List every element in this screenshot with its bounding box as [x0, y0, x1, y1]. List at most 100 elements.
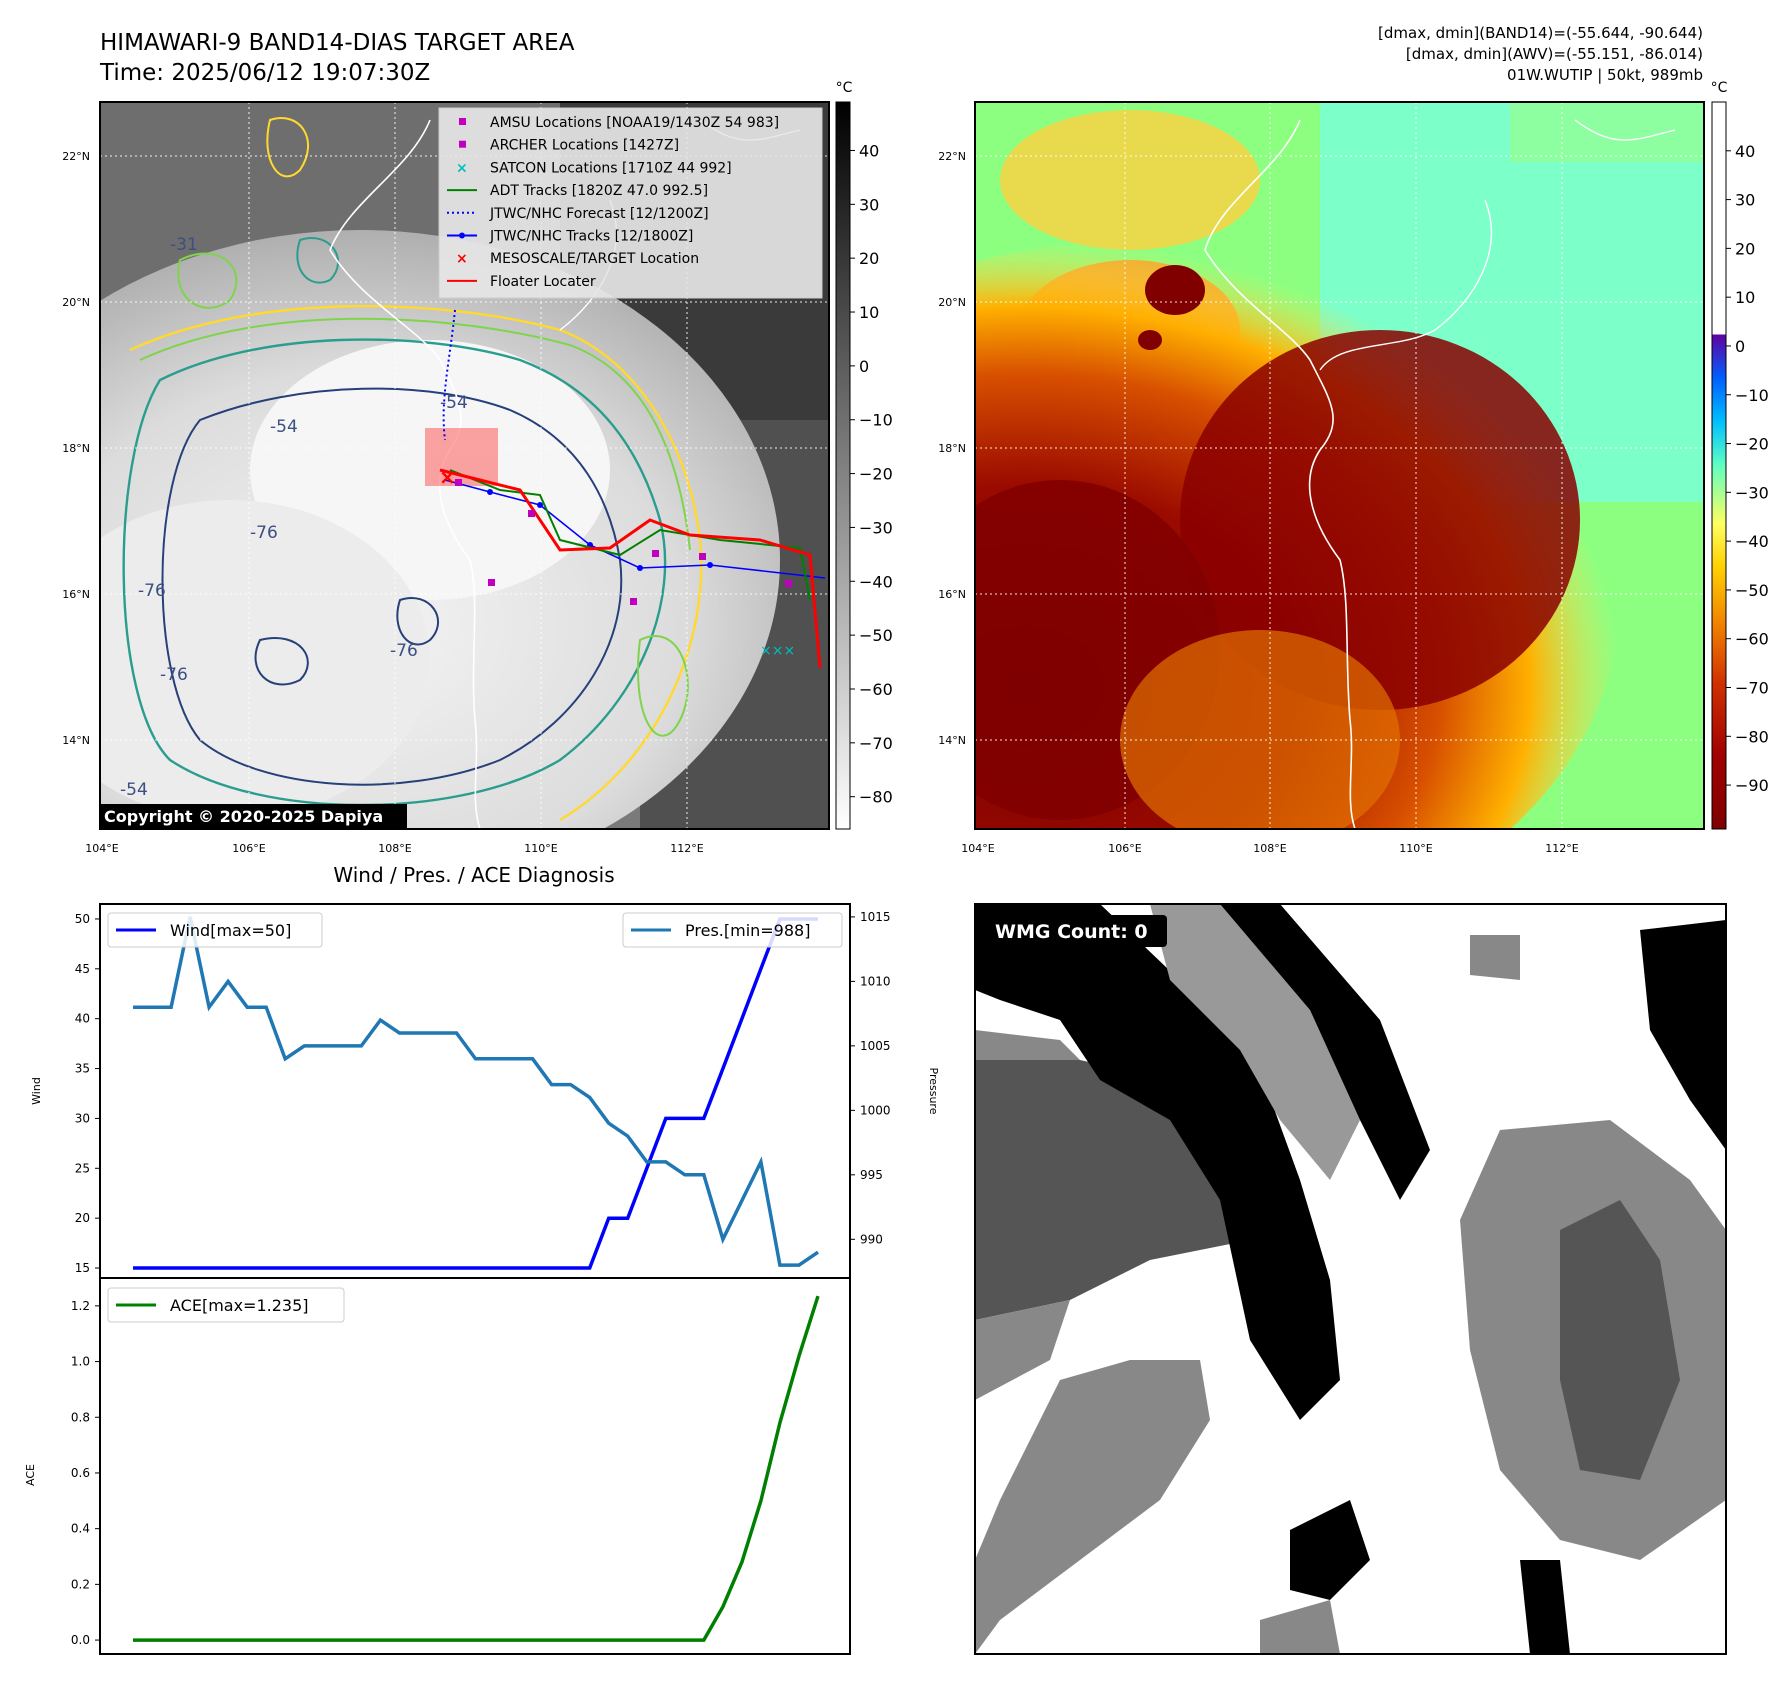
ytick-label: 40	[75, 1012, 90, 1026]
right-map-lon-label: 104°E	[961, 842, 994, 855]
ytick-label: 0.6	[71, 1466, 90, 1480]
colorbar-tick-label: 20	[859, 249, 879, 268]
right-colorbar-ticks: 40 30 20 10 0 −10 −20 −30 −40 −50 −60 −70 −80 −90	[1726, 142, 1769, 795]
ytick-label: 25	[75, 1161, 90, 1175]
colorbar-tick-label: −70	[1735, 679, 1769, 698]
diagnosis-title: Wind / Pres. / ACE Diagnosis	[333, 863, 614, 887]
left-map-lon-label: 112°E	[670, 842, 703, 855]
legend-entry: JTWC/NHC Forecast [12/1200Z]	[447, 206, 709, 222]
figure-time: Time: 2025/06/12 19:07:30Z	[99, 60, 430, 86]
ytick-label: 45	[75, 962, 90, 976]
colorbar-tick-label: −80	[859, 788, 893, 807]
left-map-lon-label: 110°E	[524, 842, 557, 855]
ytick-label: 1000	[860, 1103, 891, 1117]
ytick-label: 1.2	[71, 1299, 90, 1313]
right-map-frame	[974, 101, 1705, 830]
right-map-lat-label: 20°N	[938, 296, 966, 309]
colorbar-tick-label: 40	[1735, 142, 1755, 161]
colorbar-tick-label: −20	[859, 465, 893, 484]
ytick-label: 1010	[860, 974, 891, 988]
svg-text:×: ×	[456, 160, 468, 176]
series-line	[133, 917, 818, 1270]
right-map-lat-label: 16°N	[938, 588, 966, 601]
colorbar-tick-label: 10	[1735, 288, 1755, 307]
figure-title: HIMAWARI-9 BAND14-DIAS TARGET AREA	[100, 30, 575, 56]
ytick-label: 1015	[860, 910, 891, 924]
legend-entry: ARCHER Locations [1427Z]	[459, 138, 679, 154]
left-map-lat-label: 16°N	[62, 588, 90, 601]
contour-label: -76	[138, 581, 166, 601]
info-storm: 01W.WUTIP | 50kt, 989mb	[1507, 66, 1703, 84]
left-colorbar-ticks: 40 30 20 10 0 −10 −20 −30 −40 −50 −60 −70 −80	[850, 141, 893, 807]
svg-text:×: ×	[439, 465, 456, 489]
left-map-lat-label: 18°N	[62, 442, 90, 455]
right-map-lat-label: 18°N	[938, 442, 966, 455]
colorbar-tick-label: −50	[859, 626, 893, 645]
right-colorbar	[1711, 101, 1727, 830]
left-colorbar	[835, 101, 851, 830]
svg-text:×: ×	[456, 251, 468, 267]
info-band14: [dmax, dmin](BAND14)=(-55.644, -90.644)	[1378, 24, 1703, 42]
left-map-lat-label: 20°N	[62, 296, 90, 309]
legend-entry-label: JTWC/NHC Forecast [12/1200Z]	[489, 206, 709, 222]
ytick-label: 35	[75, 1062, 90, 1076]
pressure-series	[133, 916, 819, 1267]
contour-label: -76	[250, 523, 278, 543]
info-awv: [dmax, dmin](AWV)=(-55.151, -86.014)	[1406, 45, 1703, 63]
contour-labels: -54 -76 -76 -76 -76 -54 -54 -31	[120, 235, 468, 800]
colorbar-tick-label: −60	[859, 680, 893, 699]
colorbar-tick-label: 30	[859, 195, 879, 214]
colorbar-tick-label: 20	[1735, 239, 1755, 258]
wmg-count-label: WMG Count: 0	[995, 921, 1148, 943]
right-map-lon-label: 110°E	[1399, 842, 1432, 855]
colorbar-tick-label: 30	[1735, 191, 1755, 210]
ytick-label: 0.0	[71, 1633, 90, 1647]
legend-entry: × MESOSCALE/TARGET Location	[456, 251, 699, 267]
series-line	[133, 916, 819, 1267]
ytick-label: 1005	[860, 1039, 891, 1053]
legend-entry: JTWC/NHC Tracks [12/1800Z]	[447, 229, 693, 245]
legend-entry: Floater Locater	[447, 274, 596, 290]
left-colorbar-unit: °C	[836, 80, 853, 96]
ace-series	[133, 1295, 820, 1642]
map-axis-labels: 22°N 22°N 20°N 20°N 18°N 18°N 16°N 16°N 14°N 14°N…	[62, 150, 1579, 855]
colorbar-tick-label: −10	[859, 411, 893, 430]
colorbar-tick-label: −60	[1735, 630, 1769, 649]
legend-entry-label: ADT Tracks [1820Z 47.0 992.5]	[490, 183, 708, 199]
ace-legend: ACE[max=1.235]	[107, 1287, 345, 1323]
ytick-label: 50	[75, 912, 90, 926]
contour-label: -76	[390, 641, 418, 661]
right-map-lon-label: 106°E	[1108, 842, 1141, 855]
left-map-lat-label: 22°N	[62, 150, 90, 163]
colorbar-tick-label: −90	[1735, 776, 1769, 795]
copyright-text: Copyright © 2020-2025 Dapiya	[104, 807, 383, 826]
legend-entry-label: Floater Locater	[490, 274, 596, 290]
ace-legend-label: ACE[max=1.235]	[170, 1296, 309, 1315]
wind-yticks: 50 45 40 35 30 25 20 15	[75, 912, 100, 1275]
ytick-label: 0.2	[71, 1577, 90, 1591]
wind-ylabel: Wind	[30, 1077, 43, 1105]
wind-pres-axes	[99, 903, 851, 1279]
ytick-label: 0.4	[71, 1522, 90, 1536]
colorbar-tick-label: −20	[1735, 435, 1769, 454]
legend-entry-label: JTWC/NHC Tracks [12/1800Z]	[489, 229, 693, 245]
colorbar-tick-label: −50	[1735, 581, 1769, 600]
colorbar-tick-label: −70	[859, 734, 893, 753]
ace-yticks: 1.2 1.0 0.8 0.6 0.4 0.2 0.0	[71, 1299, 100, 1647]
ytick-label: 30	[75, 1111, 90, 1125]
colorbar-tick-label: −80	[1735, 727, 1769, 746]
legend-entry: ADT Tracks [1820Z 47.0 992.5]	[447, 183, 708, 199]
contour-label: -76	[160, 665, 188, 685]
ytick-label: 15	[75, 1261, 90, 1275]
legend-entry: × SATCON Locations [1710Z 44 992]	[456, 160, 732, 176]
right-map-lon-label: 112°E	[1545, 842, 1578, 855]
left-map-lon-label: 108°E	[378, 842, 411, 855]
legend-entry-label: MESOSCALE/TARGET Location	[490, 251, 699, 267]
right-map-lon-label: 108°E	[1253, 842, 1286, 855]
colorbar-tick-label: −30	[1735, 483, 1769, 502]
right-map-lat-label: 22°N	[938, 150, 966, 163]
wmg-frame	[974, 903, 1727, 1655]
colorbar-tick-label: 10	[859, 303, 879, 322]
legend-entry: AMSU Locations [NOAA19/1430Z 54 983]	[459, 115, 779, 131]
